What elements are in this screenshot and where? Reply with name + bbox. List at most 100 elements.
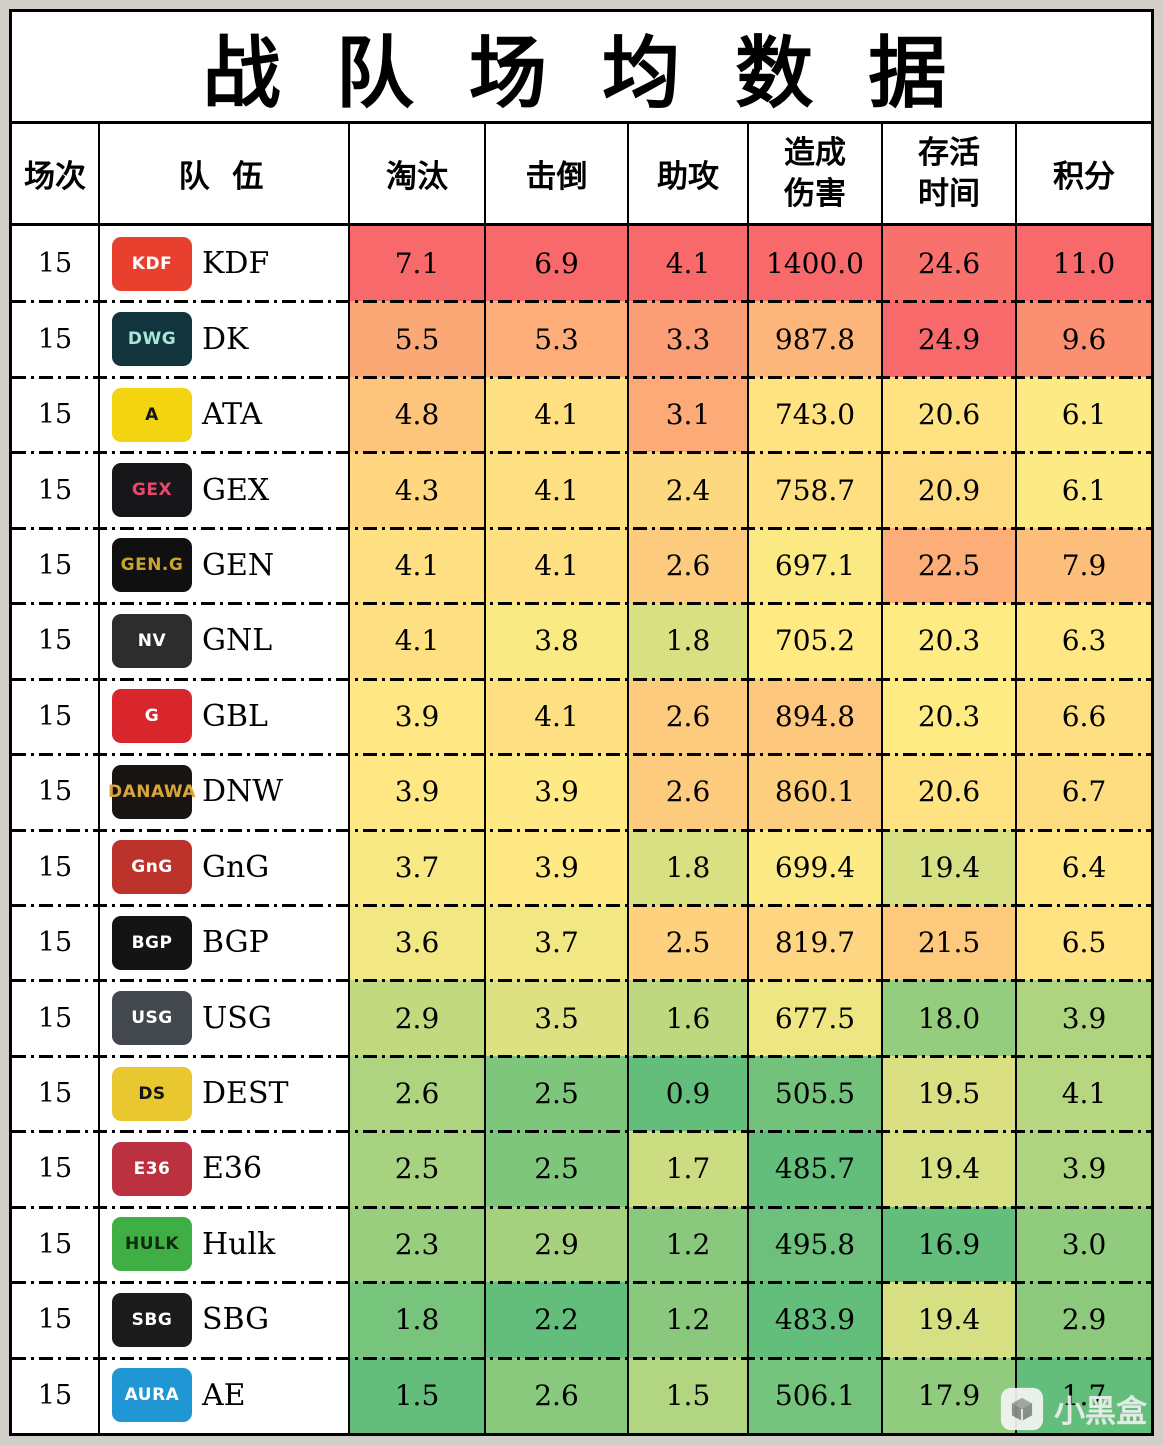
table-row: 15 AURA AE 1.5 2.6 1.5 506.1 17.9 1.7 [12,1356,1151,1433]
stat-cell-points: 6.5 [1017,904,1151,981]
team-logo-icon: A [112,387,192,442]
team-logo-icon: USG [112,991,192,1046]
stat-cell-assists: 3.3 [629,301,749,377]
col-header-points: 积分 [1053,159,1115,195]
stat-cell-points: 6.7 [1017,754,1151,830]
stat-cell-knocks: 3.9 [486,754,629,830]
team-cell: GEX GEX [100,452,350,528]
team-logo-icon: DS [112,1066,192,1121]
table-body: 15 KDF KDF 7.1 6.9 4.1 1400.0 24.6 11.0 … [12,226,1151,1433]
stat-cell-damage: 743.0 [749,376,883,453]
stat-cell-assists: 1.2 [629,1206,749,1283]
matches-cell: 15 [12,754,100,830]
team-cell: KDF KDF [100,226,350,302]
stat-cell-survival: 20.9 [883,452,1017,528]
table-row: 15 GEN.G GEN 4.1 4.1 2.6 697.1 22.5 7.9 [12,526,1151,604]
stat-cell-elims: 7.1 [350,226,486,302]
stat-cell-elims: 1.5 [350,1357,486,1433]
stat-cell-elims: 3.7 [350,829,486,905]
stat-cell-points: 3.9 [1017,980,1151,1056]
stat-cell-points: 3.0 [1017,1206,1151,1283]
stat-cell-knocks: 3.5 [486,980,629,1056]
stat-cell-knocks: 4.1 [486,678,629,755]
table-header: 场次 队 伍 淘汰 击倒 助攻 造成 伤害 存活 时间 积分 [12,124,1151,226]
matches-cell: 15 [12,980,100,1056]
table-row: 15 GEX GEX 4.3 4.1 2.4 758.7 20.9 6.1 [12,451,1151,528]
stat-cell-survival: 19.5 [883,1055,1017,1132]
matches-cell: 15 [12,603,100,679]
col-header-assists: 助攻 [629,124,749,223]
matches-cell: 15 [12,301,100,377]
table-row: 15 G GBL 3.9 4.1 2.6 894.8 20.3 6.6 [12,677,1151,755]
team-name: GnG [202,849,270,885]
stat-cell-assists: 2.6 [629,527,749,604]
matches-cell: 15 [12,904,100,981]
table-row: 15 DWG DK 5.5 5.3 3.3 987.8 24.9 9.6 [12,300,1151,377]
stat-cell-knocks: 2.6 [486,1357,629,1433]
stat-cell-points: 11.0 [1017,226,1151,302]
team-name: GBL [202,698,268,734]
stat-cell-elims: 1.8 [350,1282,486,1358]
table-row: 15 DANAWA DNW 3.9 3.9 2.6 860.1 20.6 6.7 [12,753,1151,830]
stat-cell-points: 9.6 [1017,301,1151,377]
stat-cell-elims: 2.9 [350,980,486,1056]
team-cell: GnG GnG [100,829,350,905]
stat-cell-assists: 2.6 [629,754,749,830]
matches-cell: 15 [12,527,100,604]
team-logo-icon: BGP [112,915,192,970]
stat-cell-survival: 19.4 [883,1282,1017,1358]
table-row: 15 DS DEST 2.6 2.5 0.9 505.5 19.5 4.1 [12,1054,1151,1132]
stat-cell-assists: 1.8 [629,603,749,679]
stat-cell-damage: 705.2 [749,603,883,679]
stat-cell-points: 6.3 [1017,603,1151,679]
team-name: GEN [202,547,275,583]
stat-cell-elims: 3.9 [350,678,486,755]
team-cell: USG USG [100,980,350,1056]
team-cell: G GBL [100,678,350,755]
stat-cell-survival: 20.6 [883,754,1017,830]
col-header-survival-line1: 存活 [918,135,980,172]
matches-cell: 15 [12,376,100,453]
table-row: 15 A ATA 4.8 4.1 3.1 743.0 20.6 6.1 [12,375,1151,453]
team-logo-icon: GEN.G [112,538,192,593]
matches-cell: 15 [12,1131,100,1207]
team-logo-icon: GEX [112,463,192,518]
stat-cell-damage: 485.7 [749,1131,883,1207]
matches-cell: 15 [12,829,100,905]
team-logo-icon: HULK [112,1217,192,1272]
stat-cell-knocks: 2.2 [486,1282,629,1358]
stat-cell-assists: 2.6 [629,678,749,755]
stat-cell-damage: 505.5 [749,1055,883,1132]
stat-cell-damage: 506.1 [749,1357,883,1433]
stat-cell-damage: 699.4 [749,829,883,905]
stat-cell-elims: 4.8 [350,376,486,453]
team-cell: DWG DK [100,301,350,377]
team-cell: GEN.G GEN [100,527,350,604]
stat-cell-damage: 819.7 [749,904,883,981]
matches-cell: 15 [12,1055,100,1132]
watermark-label: 小黑盒 [1054,1394,1147,1430]
table-row: 15 GnG GnG 3.7 3.9 1.8 699.4 19.4 6.4 [12,828,1151,905]
team-cell: AURA AE [100,1357,350,1433]
team-logo-icon: KDF [112,236,192,291]
team-name: GEX [202,472,270,508]
stat-cell-knocks: 4.1 [486,376,629,453]
stat-cell-survival: 18.0 [883,980,1017,1056]
team-cell: NV GNL [100,603,350,679]
stat-cell-survival: 19.4 [883,1131,1017,1207]
stat-cell-damage: 987.8 [749,301,883,377]
stat-cell-survival: 22.5 [883,527,1017,604]
team-name: BGP [202,925,269,961]
stat-cell-assists: 2.5 [629,904,749,981]
table-row: 15 NV GNL 4.1 3.8 1.8 705.2 20.3 6.3 [12,602,1151,679]
table-row: 15 KDF KDF 7.1 6.9 4.1 1400.0 24.6 11.0 [12,226,1151,302]
stat-cell-points: 4.1 [1017,1055,1151,1132]
table-row: 15 HULK Hulk 2.3 2.9 1.2 495.8 16.9 3.0 [12,1205,1151,1283]
team-logo-icon: DANAWA [108,764,196,819]
team-cell: DANAWA DNW [100,754,350,830]
matches-cell: 15 [12,1357,100,1433]
stat-cell-assists: 1.7 [629,1131,749,1207]
stat-cell-survival: 19.4 [883,829,1017,905]
stat-cell-assists: 1.8 [629,829,749,905]
